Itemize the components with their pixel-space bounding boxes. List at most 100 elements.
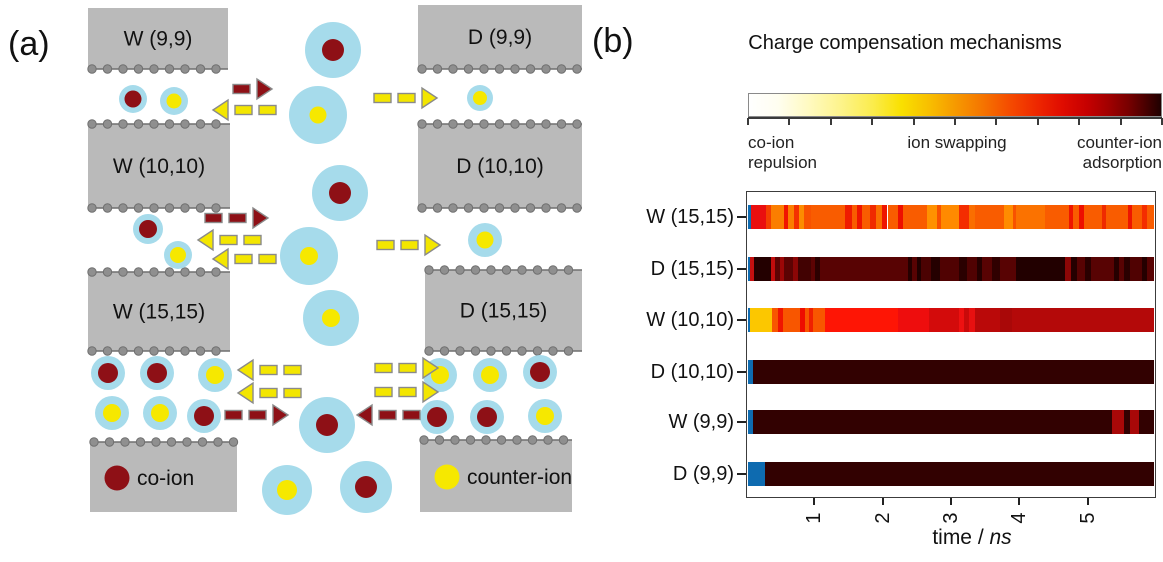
carbon-atom — [213, 437, 223, 447]
bar-segment — [969, 308, 975, 332]
nanotube-slab-w-15-15: W (15,15) — [88, 272, 230, 351]
ion-core — [139, 220, 157, 238]
arrow-head — [252, 206, 270, 230]
colorbar-tick — [995, 118, 998, 125]
carbon-atom — [486, 265, 496, 275]
bar-segment — [967, 257, 978, 281]
carbon-atom — [512, 435, 522, 445]
mechanism-bar-w-10-10 — [747, 308, 1155, 332]
bar-segment — [959, 257, 968, 281]
bar-segment — [999, 308, 1013, 332]
colorbar-tick — [1119, 118, 1122, 125]
carbon-atom — [494, 203, 505, 213]
slab-body — [88, 124, 230, 208]
colorbar-label-counter-ion-adsorption: counter-ion adsorption — [1077, 133, 1162, 173]
carbon-atom — [448, 64, 458, 74]
bar-segment — [1085, 257, 1092, 281]
colorbar-tick — [1161, 118, 1163, 125]
slab-body — [418, 5, 582, 69]
co-ion-legend-swatch — [104, 465, 130, 491]
bar-segment — [1111, 410, 1124, 434]
y-axis-tick — [737, 473, 746, 475]
carbon-atom — [543, 435, 553, 445]
carbon-atom — [133, 119, 144, 129]
legend-label: co-ion — [137, 467, 194, 490]
co-ion-with-hydration-shell — [523, 355, 557, 389]
arrow-dash — [259, 387, 278, 399]
counter-ion-with-hydration-shell — [467, 85, 493, 111]
ion-core — [481, 366, 499, 384]
carbon-atom — [556, 203, 567, 213]
carbon-atom — [180, 203, 190, 213]
carbon-atom — [541, 203, 551, 213]
carbon-atom — [104, 437, 115, 447]
plot-area — [746, 191, 1156, 498]
bar-segment — [754, 257, 772, 281]
ion-core — [355, 476, 377, 498]
carbon-atom — [494, 119, 505, 129]
bar-segment — [959, 308, 964, 332]
mechanism-bar-w-15-15 — [747, 205, 1155, 229]
carbon-atom — [448, 119, 458, 129]
carbon-atom — [102, 346, 113, 356]
carbon-atom — [417, 119, 427, 129]
co-ion-with-hydration-shell — [91, 356, 125, 390]
arrow-dash — [398, 362, 417, 374]
bar-segment — [1130, 257, 1143, 281]
arrow-head — [236, 358, 254, 382]
bar-segment — [1131, 205, 1143, 229]
colorbar-tick — [829, 118, 832, 125]
colorbar-gradient — [748, 93, 1162, 117]
ion-core — [477, 407, 497, 427]
y-axis-label-w-15-15: W (15,15) — [646, 206, 734, 228]
carbon-atom — [133, 64, 144, 74]
bar-segment — [1069, 205, 1074, 229]
bar-segment — [916, 257, 922, 281]
carbon-atom — [180, 119, 190, 129]
bar-segment — [815, 257, 820, 281]
carbon-atom — [149, 64, 159, 74]
red-right-arrow — [204, 206, 270, 230]
arrow-dash — [374, 386, 393, 398]
ion-core — [316, 414, 338, 436]
arrow-head — [211, 98, 229, 122]
y-axis-label-d-9-9: D (9,9) — [672, 463, 734, 485]
nanotube-slab-d-9-9: D (9,9) — [418, 5, 582, 69]
carbon-atom — [486, 346, 496, 356]
bar-segment — [1124, 257, 1131, 281]
carbon-atom — [118, 267, 128, 277]
arrow-dash — [376, 239, 395, 251]
bar-segment — [1142, 257, 1148, 281]
carbon-atom — [87, 119, 97, 129]
bar-segment — [810, 257, 816, 281]
carbon-atom — [494, 64, 505, 74]
nanotube-slab-co-ion: co-ion — [90, 442, 237, 512]
yellow-right-arrow — [374, 356, 440, 380]
carbon-atom — [180, 267, 190, 277]
carbon-atom — [164, 203, 175, 213]
co-ion-with-hydration-shell — [187, 399, 221, 433]
carbon-atom — [180, 346, 190, 356]
bar-segment — [799, 205, 805, 229]
carbon-atom — [463, 64, 474, 74]
bar-segment — [1091, 257, 1114, 281]
carbon-atom — [164, 267, 175, 277]
bar-segment — [784, 205, 789, 229]
carbon-atom — [149, 119, 159, 129]
carbon-atom — [450, 435, 460, 445]
ion-core — [536, 407, 554, 425]
bar-segment — [824, 308, 899, 332]
bar-segment — [1070, 257, 1078, 281]
red-left-arrow — [355, 403, 421, 427]
bar-segment — [747, 410, 753, 434]
carbon-atom — [133, 346, 144, 356]
arrow-dash — [397, 92, 416, 104]
bar-segment — [876, 205, 882, 229]
carbon-atom — [455, 346, 465, 356]
chart-title: Charge compensation mechanisms — [748, 32, 1062, 54]
nanotube-slab-w-10-10: W (10,10) — [88, 124, 230, 208]
bar-segment — [902, 205, 927, 229]
bar-segment — [1147, 205, 1155, 229]
ion-core — [166, 93, 182, 109]
bar-segment — [991, 257, 1000, 281]
